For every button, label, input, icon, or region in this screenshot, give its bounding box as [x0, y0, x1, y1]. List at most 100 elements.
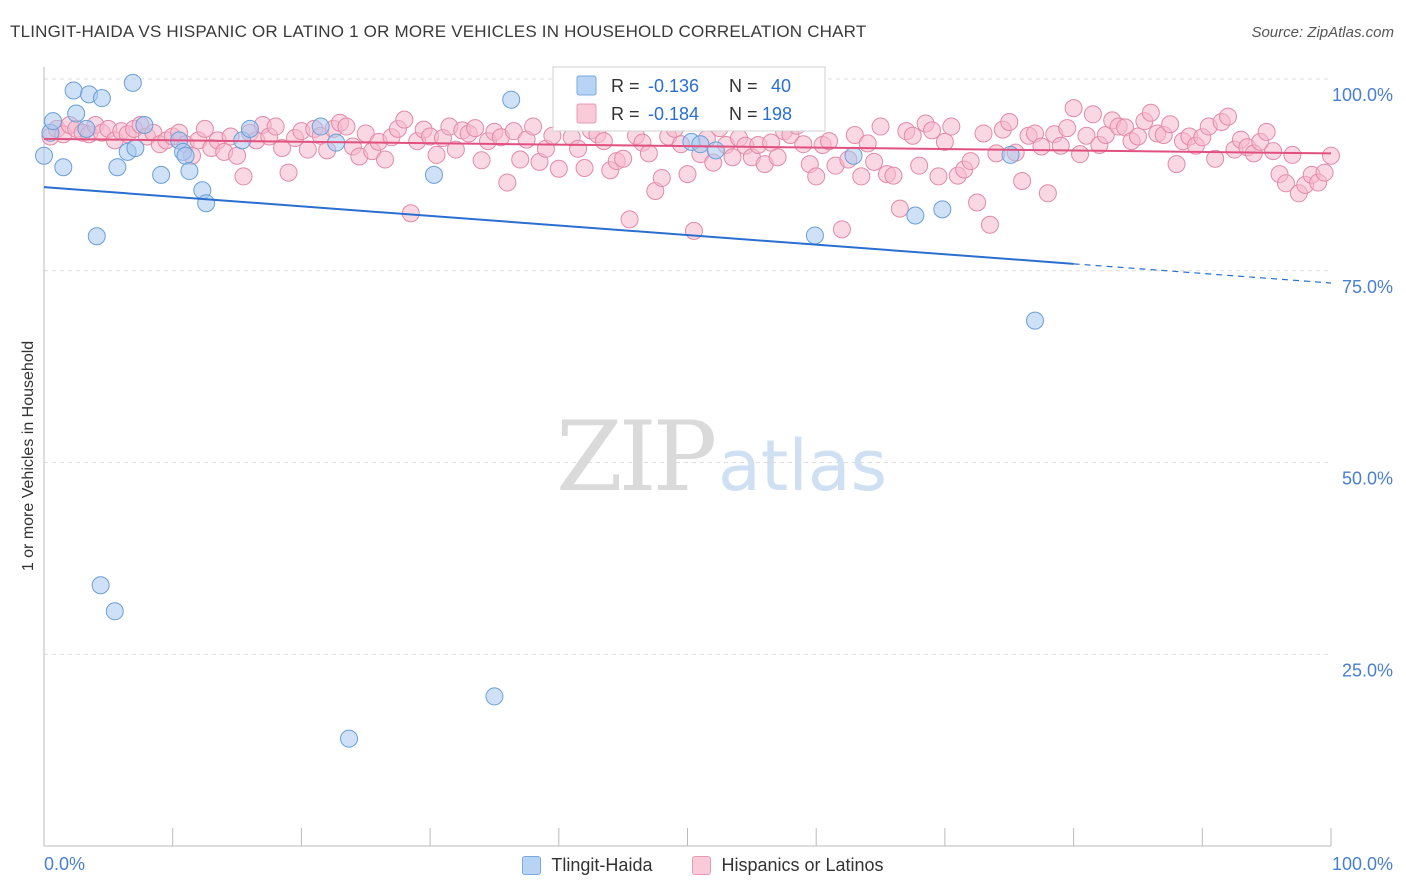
point-hispanic	[923, 121, 942, 140]
watermark-zip: ZIP	[556, 401, 715, 513]
point-hispanic	[768, 148, 787, 167]
point-tlingit-haida	[123, 73, 142, 92]
point-hispanic	[1032, 137, 1051, 156]
point-hispanic	[472, 151, 491, 170]
point-hispanic	[337, 117, 356, 136]
point-hispanic	[273, 139, 292, 158]
point-hispanic	[298, 140, 317, 159]
point-hispanic	[1064, 99, 1083, 118]
point-hispanic	[1322, 146, 1340, 165]
tick-labels: 100.0% 75.0% 50.0% 25.0% 0.0% 100.0%	[44, 85, 1393, 874]
point-hispanic	[395, 110, 414, 129]
point-tlingit-haida	[240, 119, 259, 138]
point-hispanic	[723, 148, 742, 167]
point-tlingit-haida	[92, 89, 111, 108]
point-tlingit-haida	[67, 104, 86, 123]
point-hispanic	[1206, 149, 1225, 168]
point-hispanic	[234, 167, 253, 186]
stats-legend: R = -0.136 N = 40 R = -0.184 N = 198	[552, 66, 826, 132]
point-tlingit-haida	[176, 146, 195, 165]
trend-line-hispanic	[43, 137, 1332, 155]
stats-n-value: 40	[771, 76, 791, 96]
legend-swatch-blue	[522, 855, 542, 875]
point-hispanic	[498, 173, 517, 192]
bottom-legend: Tlingit-Haida Hispanics or Latinos	[0, 852, 1406, 878]
trend-lines	[43, 137, 1332, 284]
stats-n-label: N =	[729, 76, 758, 96]
point-tlingit-haida	[44, 112, 63, 131]
point-hispanic	[1257, 122, 1276, 141]
point-hispanic	[974, 124, 993, 143]
point-hispanic	[858, 134, 877, 153]
point-hispanic	[1315, 163, 1334, 182]
point-hispanic	[1264, 142, 1283, 161]
data-points	[35, 73, 1340, 748]
point-hispanic	[1077, 126, 1096, 145]
point-hispanic	[511, 150, 530, 169]
point-hispanic	[652, 168, 671, 187]
point-hispanic	[1167, 155, 1186, 174]
point-hispanic	[1161, 115, 1180, 134]
point-hispanic	[620, 210, 639, 229]
y-tick-label: 75.0%	[1342, 277, 1393, 297]
point-hispanic	[279, 163, 298, 182]
y-tick-label: 100.0%	[1332, 85, 1393, 105]
point-hispanic	[1051, 136, 1070, 155]
point-tlingit-haida	[1025, 311, 1044, 330]
stats-n-value: 198	[762, 104, 792, 124]
point-hispanic	[903, 126, 922, 145]
point-tlingit-haida	[311, 117, 330, 136]
point-tlingit-haida	[485, 687, 504, 706]
point-hispanic	[968, 193, 987, 212]
y-tick-label: 50.0%	[1342, 469, 1393, 489]
point-tlingit-haida	[906, 206, 925, 225]
point-tlingit-haida	[805, 226, 824, 245]
point-hispanic	[1058, 119, 1077, 138]
point-tlingit-haida	[706, 141, 725, 160]
point-hispanic	[845, 125, 864, 144]
point-hispanic	[942, 117, 961, 136]
x-tick-label: 0.0%	[44, 854, 85, 874]
point-hispanic	[549, 159, 568, 178]
point-hispanic	[910, 156, 929, 175]
point-tlingit-haida	[340, 729, 359, 748]
watermark-atlas: atlas	[718, 425, 887, 507]
point-hispanic	[884, 166, 903, 185]
point-tlingit-haida	[502, 90, 521, 109]
point-tlingit-haida	[197, 194, 216, 213]
point-hispanic	[195, 119, 214, 138]
point-hispanic	[504, 122, 523, 141]
stats-legend-box	[552, 66, 826, 132]
point-hispanic	[871, 117, 890, 136]
point-hispanic	[1000, 112, 1019, 131]
point-hispanic	[427, 145, 446, 164]
point-hispanic	[594, 132, 613, 151]
point-hispanic	[376, 150, 395, 169]
point-tlingit-haida	[424, 165, 443, 184]
legend-swatch-pink	[692, 855, 712, 875]
point-hispanic	[575, 158, 594, 177]
point-hispanic	[1276, 174, 1295, 193]
point-hispanic	[852, 167, 871, 186]
point-hispanic	[1083, 105, 1102, 124]
point-hispanic	[266, 117, 285, 136]
point-tlingit-haida	[691, 135, 710, 154]
point-hispanic	[614, 149, 633, 168]
legend-label: Tlingit-Haida	[551, 854, 653, 875]
point-tlingit-haida	[77, 119, 96, 138]
point-tlingit-haida	[844, 146, 863, 165]
point-tlingit-haida	[35, 146, 53, 165]
stats-n-label: N =	[729, 104, 758, 124]
legend-item-tlingit-haida: Tlingit-Haida	[522, 852, 652, 878]
point-hispanic	[935, 132, 954, 151]
point-tlingit-haida	[180, 162, 199, 181]
point-hispanic	[446, 140, 465, 159]
source-label: Source: ZipAtlas.com	[1251, 24, 1394, 41]
point-hispanic	[832, 220, 851, 239]
point-hispanic	[1071, 145, 1090, 164]
point-hispanic	[1013, 172, 1032, 191]
point-tlingit-haida	[105, 602, 124, 621]
legend-label: Hispanics or Latinos	[721, 854, 884, 875]
point-hispanic	[890, 199, 909, 218]
